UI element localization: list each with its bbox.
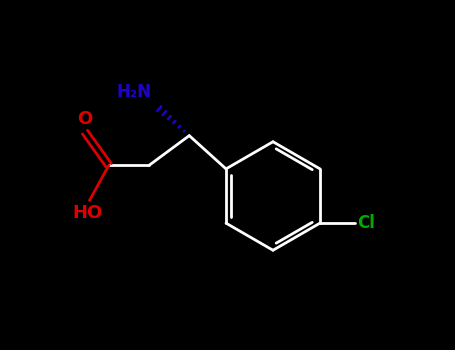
Text: Cl: Cl	[357, 214, 374, 232]
Text: HO: HO	[73, 204, 103, 222]
Text: H₂N: H₂N	[116, 83, 152, 102]
Text: O: O	[77, 110, 93, 128]
